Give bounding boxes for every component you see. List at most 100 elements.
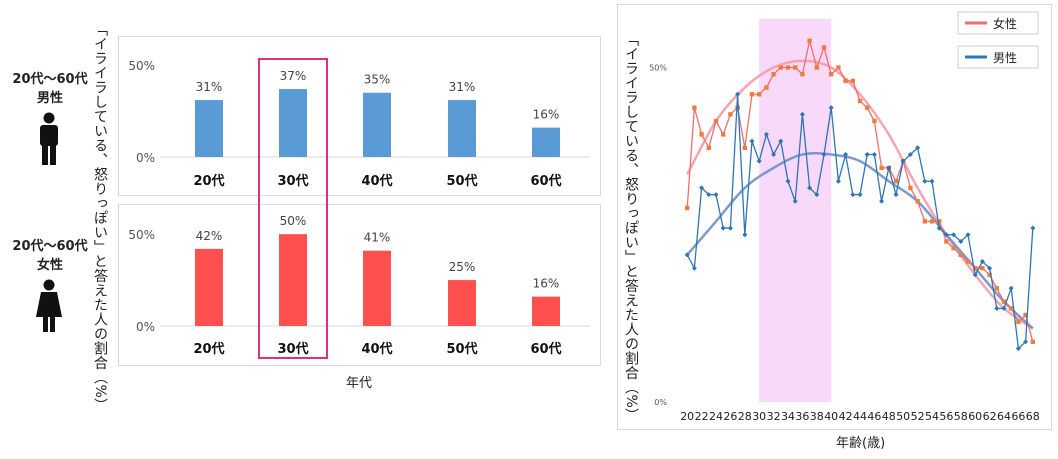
male-point-61 (979, 259, 985, 265)
male-point-66 (1015, 345, 1021, 351)
male-point-31 (763, 131, 769, 137)
female-point-36 (800, 72, 805, 77)
female-bar-2 (363, 250, 391, 326)
male-bar-2 (363, 92, 391, 157)
male-point-32 (771, 151, 777, 157)
male-point-41 (835, 178, 841, 184)
legend-box-female (957, 11, 1039, 35)
female-point-32 (771, 72, 776, 77)
female-point-62 (987, 272, 992, 278)
line-xtick-15: 50 (896, 410, 910, 423)
male-point-62 (987, 265, 993, 271)
male-category-1: 30代 (277, 173, 308, 189)
male-point-26 (727, 225, 733, 231)
male-bar-4 (532, 127, 560, 157)
male-data-label-3: 31% (449, 80, 476, 94)
female-bar-4 (532, 296, 560, 326)
male-point-67 (1023, 339, 1029, 345)
group-label-female: 20代〜60代 女性 (10, 237, 90, 275)
female-point-33 (778, 65, 783, 70)
line-xtick-7: 34 (781, 410, 795, 423)
male-bar-3 (448, 100, 476, 157)
male-point-50 (900, 158, 906, 164)
male-point-23 (706, 192, 712, 198)
female-point-65 (1009, 306, 1014, 311)
line-xtick-1: 22 (695, 410, 709, 423)
male-point-59 (965, 232, 971, 238)
male-point-64 (1001, 305, 1007, 311)
female-category-1: 30代 (277, 341, 308, 357)
line-xtick-21: 62 (983, 410, 997, 423)
female-point-56 (944, 239, 949, 244)
male-point-49 (893, 192, 899, 198)
male-bar-1 (279, 89, 307, 157)
female-point-61 (980, 266, 985, 271)
female-point-54 (929, 219, 935, 224)
male-point-33 (778, 138, 784, 144)
group-gender-female: 女性 (36, 258, 63, 273)
group-range-male: 20代〜60代 (12, 72, 88, 87)
female-point-49 (893, 179, 899, 184)
female-point-37 (807, 38, 812, 43)
male-point-38 (814, 192, 820, 198)
group-gender-male: 男性 (36, 91, 63, 106)
male-point-20 (684, 252, 690, 258)
female-point-42 (843, 78, 848, 84)
legend-label-female: 女性 (993, 16, 1017, 31)
line-xtick-4: 28 (738, 410, 752, 423)
line-xtick-5: 30 (752, 410, 766, 423)
female-point-39 (821, 45, 827, 50)
male-point-24 (713, 192, 719, 198)
male-ytick-0: 0% (136, 151, 155, 165)
female-point-23 (706, 145, 711, 150)
legend-label-male: 男性 (993, 51, 1017, 65)
male-point-39 (821, 151, 827, 157)
female-data-label-2: 41% (364, 231, 391, 245)
male-category-4: 60代 (530, 173, 561, 189)
female-data-label-4: 16% (533, 277, 560, 291)
female-point-60 (973, 266, 978, 271)
male-ytick-50: 50% (128, 59, 155, 73)
male-point-52 (915, 145, 921, 151)
line-xtick-16: 52 (911, 410, 925, 423)
male-point-36 (799, 111, 805, 117)
male-point-30 (756, 158, 762, 164)
male-point-56 (943, 232, 949, 238)
female-point-43 (850, 78, 855, 84)
line-xtick-0: 20 (680, 410, 694, 423)
female-data-label-3: 25% (449, 260, 476, 274)
line-xtick-9: 38 (810, 410, 824, 423)
female-point-40 (829, 72, 834, 77)
female-point-51 (908, 185, 913, 191)
line-xtick-19: 58 (954, 410, 968, 423)
female-point-41 (836, 65, 841, 70)
female-point-25 (721, 132, 726, 137)
female-category-2: 40代 (361, 341, 392, 357)
male-point-29 (749, 138, 755, 144)
female-data-label-0: 42% (196, 229, 223, 243)
female-point-38 (814, 65, 819, 70)
female-point-45 (865, 105, 870, 110)
line-ytick-50: 50% (649, 64, 667, 73)
female-point-35 (793, 65, 798, 70)
male-series-line (686, 94, 1034, 350)
line-xtick-18: 56 (939, 410, 953, 423)
female-point-59 (965, 259, 971, 264)
group-label-male: 20代〜60代 男性 (10, 70, 90, 108)
female-point-31 (764, 85, 769, 90)
male-point-21 (691, 265, 697, 271)
female-point-44 (857, 98, 863, 104)
male-point-43 (850, 192, 856, 198)
female-bar-3 (448, 280, 476, 326)
female-point-27 (735, 105, 740, 110)
line-xtick-2: 24 (709, 410, 723, 423)
male-point-68 (1030, 225, 1036, 231)
male-data-label-0: 31% (196, 80, 223, 94)
male-trend-curve (686, 151, 1034, 330)
female-point-46 (872, 118, 877, 124)
line-xtick-12: 44 (853, 410, 867, 423)
female-point-26 (728, 112, 733, 117)
male-point-40 (828, 105, 834, 111)
female-point-64 (1001, 299, 1007, 304)
male-point-44 (857, 192, 863, 198)
